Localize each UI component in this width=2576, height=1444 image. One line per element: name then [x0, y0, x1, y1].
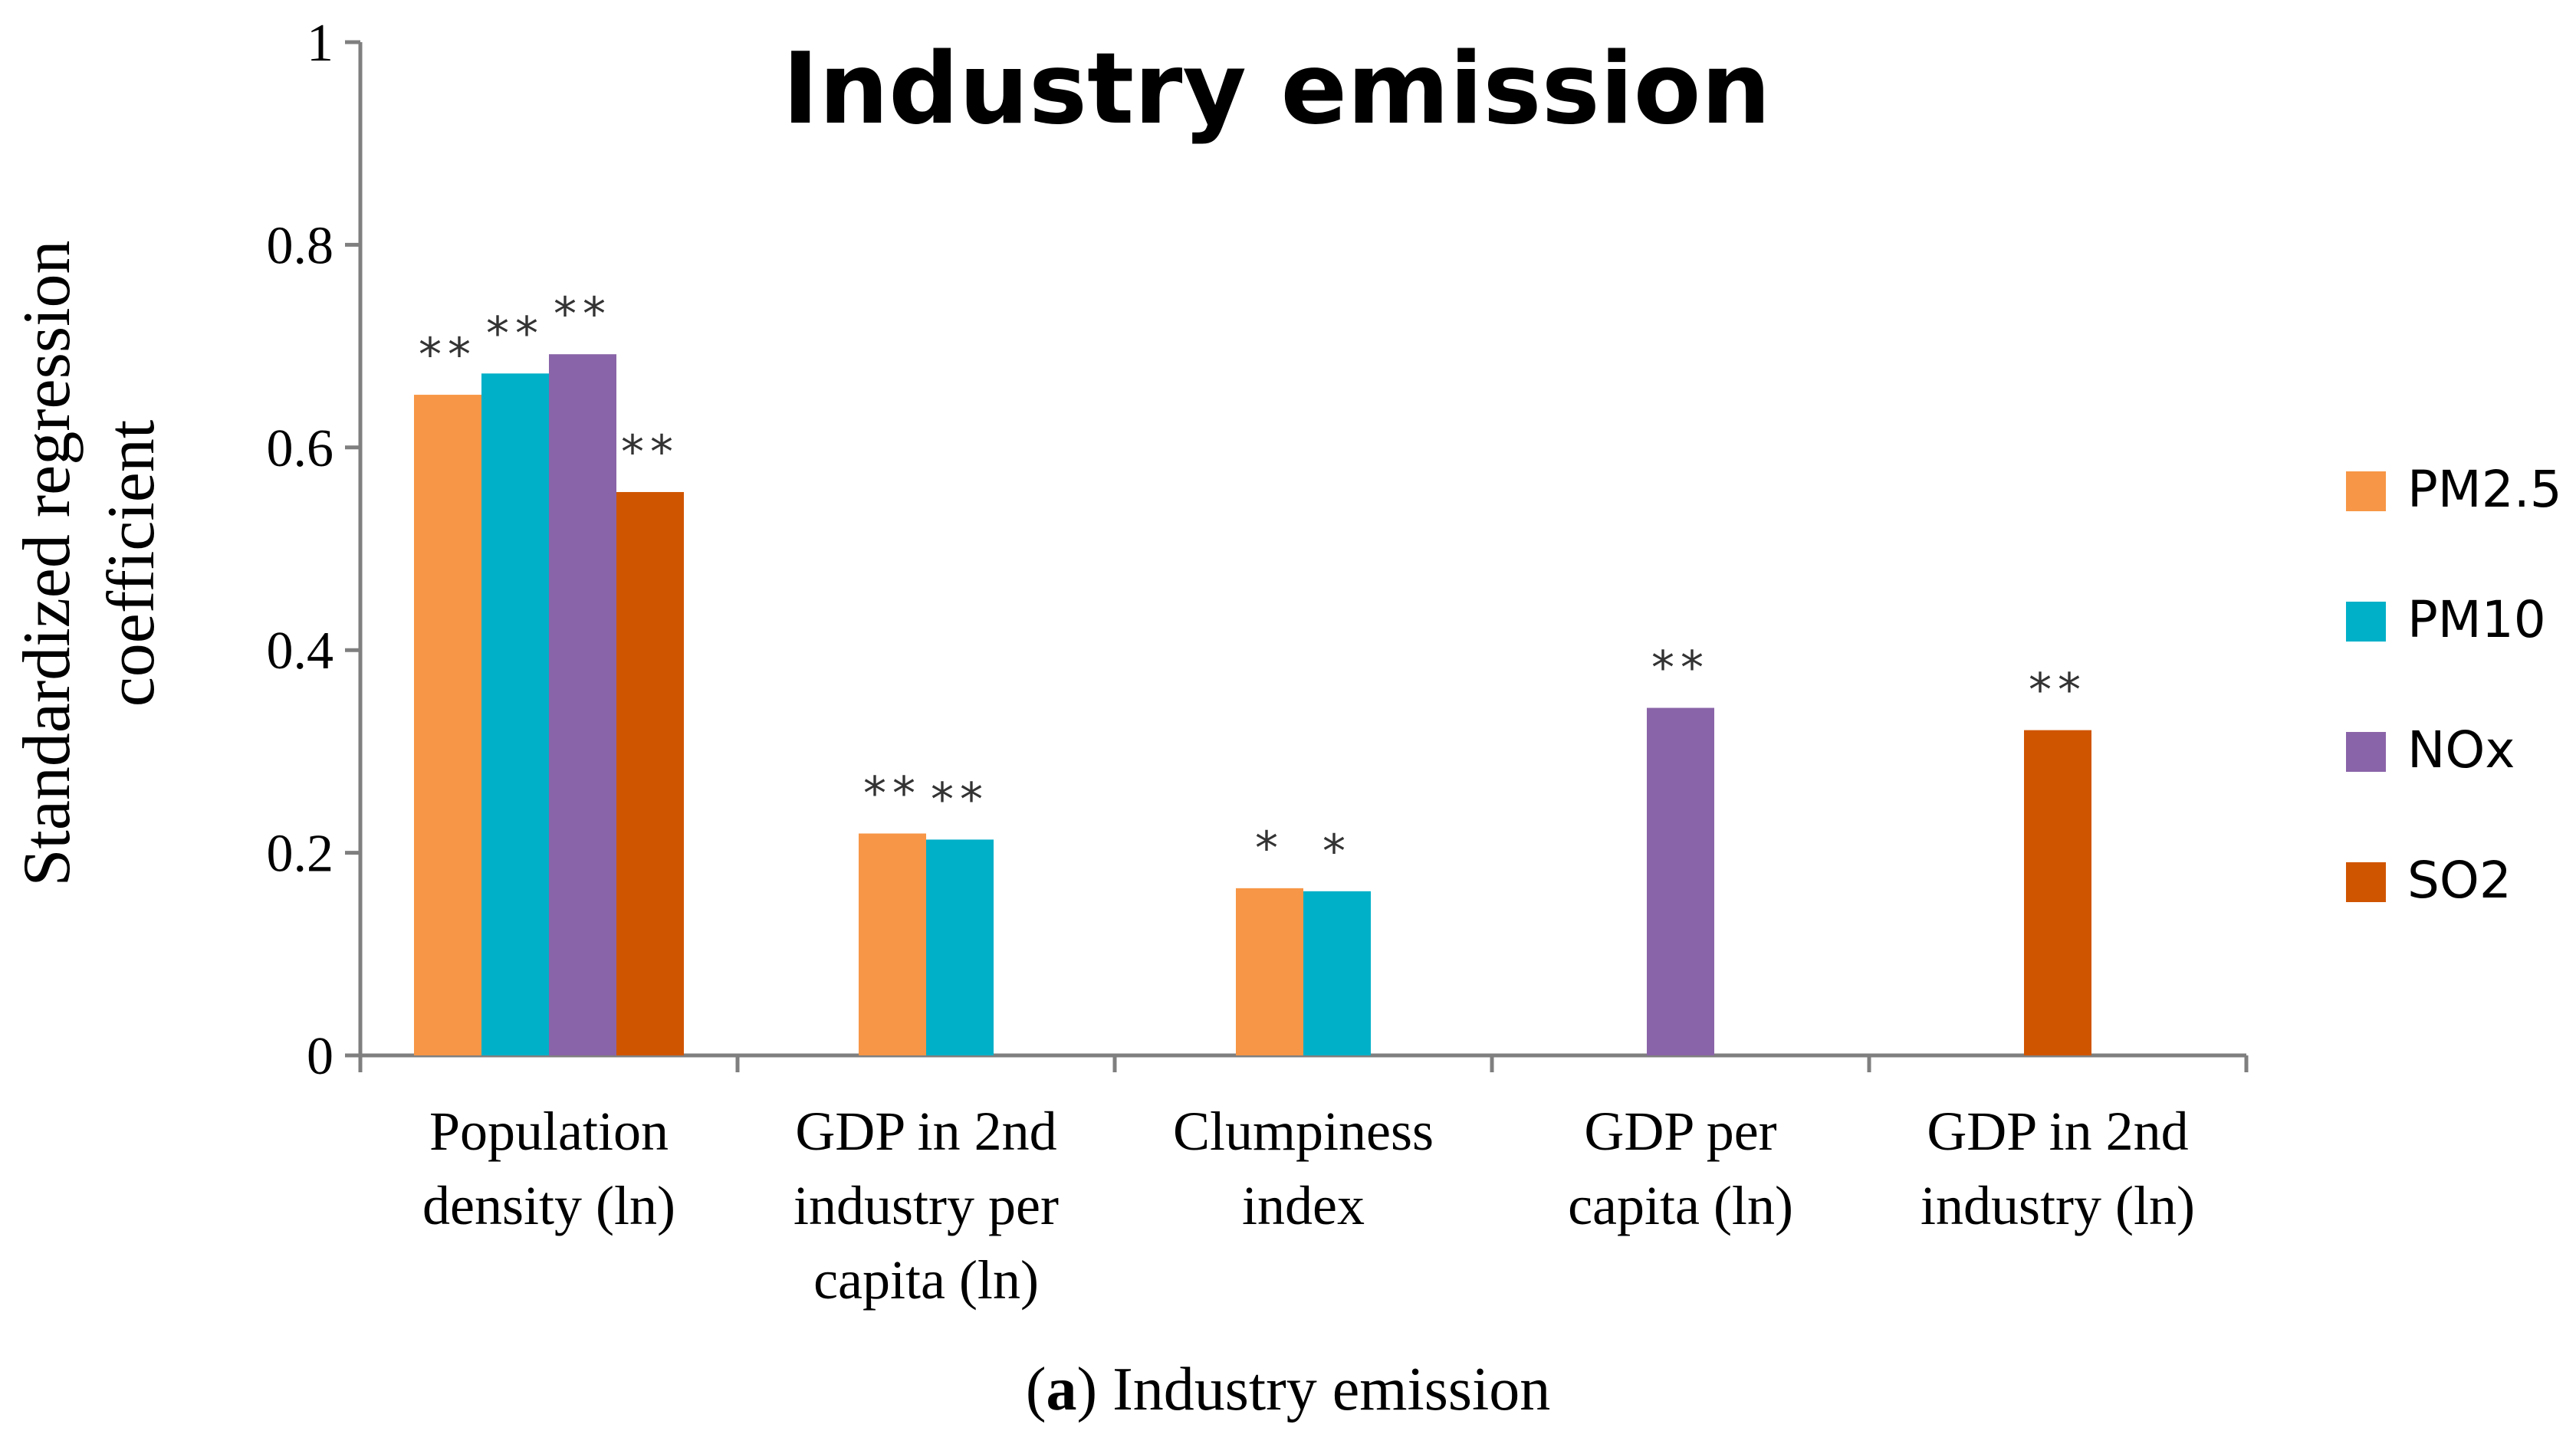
y-tick-label: 0.6	[267, 419, 334, 478]
y-axis-label-line: coefficient	[94, 420, 169, 707]
x-tick-label-line: industry per	[794, 1175, 1059, 1236]
significance-stars: **	[2029, 664, 2087, 717]
x-tick-label-line: GDP in 2nd	[1927, 1101, 2188, 1162]
x-tick-label-line: capita (ln)	[1568, 1175, 1793, 1236]
legend: PM2.5 PM10 NOx SO2	[2346, 460, 2562, 910]
bar-pm10	[1303, 891, 1371, 1055]
legend-swatch	[2346, 471, 2386, 511]
bar-pm25	[1236, 888, 1303, 1055]
bar-so2	[2024, 730, 2091, 1055]
significance-stars: **	[419, 328, 477, 382]
bar-nox	[1647, 707, 1714, 1055]
significance-stars: **	[1651, 642, 1710, 695]
x-tick-label-line: industry (ln)	[1921, 1175, 2195, 1236]
y-tick-label: 0	[307, 1027, 334, 1086]
x-tick-label-line: Population	[429, 1101, 669, 1162]
legend-label: NOx	[2407, 720, 2515, 779]
caption-label: a	[1046, 1356, 1077, 1423]
bars	[414, 354, 2091, 1055]
y-axis-label: Standardized regression coefficient	[10, 240, 169, 886]
x-tick-label: GDP per capita (ln)	[1568, 1101, 1793, 1236]
x-tick-label-line: Clumpiness	[1173, 1101, 1434, 1162]
x-tick-label-line: index	[1242, 1175, 1365, 1236]
legend-swatch	[2346, 732, 2386, 772]
x-tick-label-line: capita (ln)	[813, 1249, 1039, 1311]
y-tick-label: 1	[307, 14, 334, 73]
y-axis-label-line: Standardized regression	[10, 240, 84, 886]
significance-stars: *	[1322, 825, 1352, 878]
x-tick-label: Population density (ln)	[422, 1101, 675, 1236]
chart-title: Industry emission	[782, 32, 1770, 146]
y-tick-label: 0.8	[267, 216, 334, 275]
legend-swatch	[2346, 602, 2386, 642]
x-tick-labels: Population density (ln) GDP in 2nd industry…	[422, 1101, 2195, 1311]
bar-pm25	[414, 395, 481, 1055]
significance-stars: **	[554, 287, 612, 341]
x-tick-label: GDP in 2nd industry per capita (ln)	[794, 1101, 1059, 1311]
caption-text: Industry emission	[1112, 1356, 1551, 1423]
y-axis-label-text: Standardized regression coefficient	[10, 240, 169, 886]
y-tick-label: 0.4	[267, 622, 334, 681]
x-tick-label-line: density (ln)	[422, 1175, 675, 1236]
x-tick-label: Clumpiness index	[1173, 1101, 1434, 1236]
x-tick-label: GDP in 2nd industry (ln)	[1921, 1101, 2195, 1236]
bar-pm25	[859, 833, 926, 1055]
significance-stars: **	[931, 773, 989, 826]
x-tick-label-line: GDP per	[1584, 1101, 1776, 1162]
significance-stars: **	[621, 425, 679, 479]
significance-stars: *	[1255, 822, 1284, 875]
bar-nox	[549, 354, 616, 1055]
significance-stars: **	[486, 307, 544, 360]
significance-stars: **	[863, 766, 922, 820]
legend-label: SO2	[2407, 851, 2512, 910]
x-tick-label-line: GDP in 2nd	[795, 1101, 1056, 1162]
significance-markers: ** ** ****** *** *** **	[419, 287, 2087, 878]
figure-caption: (a) Industry emission	[1025, 1356, 1551, 1423]
legend-swatch	[2346, 862, 2386, 902]
y-tick-label: 0.2	[267, 825, 334, 884]
legend-label: PM10	[2407, 590, 2546, 649]
bar-pm10	[481, 373, 549, 1055]
bar-so2	[616, 491, 684, 1055]
legend-label: PM2.5	[2407, 460, 2562, 519]
bar-pm10	[926, 839, 994, 1055]
